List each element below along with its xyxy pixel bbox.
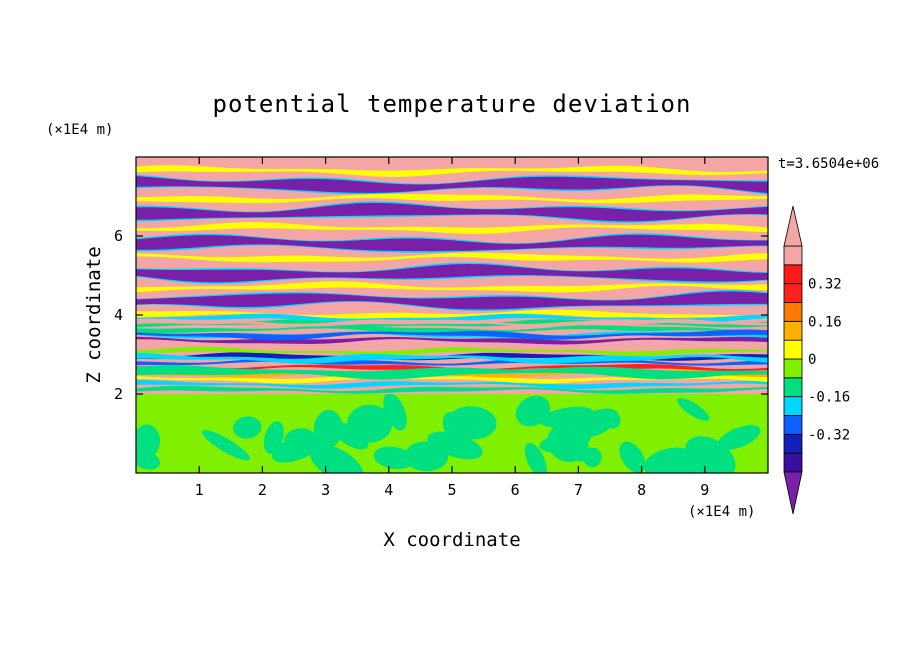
x-tick-label: 2	[258, 481, 267, 499]
colorbar-segment	[783, 396, 803, 416]
chart-title: potential temperature deviation	[213, 90, 692, 118]
contour-band	[136, 176, 768, 194]
lower-layer-blob	[383, 392, 407, 431]
y-axis: 2 4 6	[114, 227, 768, 403]
colorbar: 0.32 0.16 0 -0.16 -0.32	[783, 205, 850, 515]
colorbar-segment	[783, 433, 803, 454]
colorbar-segment	[783, 358, 803, 379]
y-axis-label: Z coordinate	[83, 246, 105, 383]
lower-layer-blob	[272, 433, 324, 463]
colorbar-extend-bottom	[783, 471, 803, 515]
y-tick-label: 4	[114, 306, 123, 324]
contour-band	[136, 346, 768, 356]
x-tick-label: 8	[637, 481, 646, 499]
contour-band	[136, 341, 768, 351]
contour-band	[136, 281, 768, 293]
colorbar-segment	[783, 339, 803, 360]
time-label: t=3.6504e+06	[778, 156, 879, 172]
contour-band	[136, 313, 768, 323]
x-tick-label: 9	[700, 481, 709, 499]
colorbar-label: -0.16	[808, 390, 850, 406]
colorbar-segment	[783, 415, 803, 435]
contour-band	[136, 352, 768, 364]
lower-layer-blob	[201, 430, 251, 461]
y-tick-label: 6	[114, 227, 123, 245]
lower-layer-blob	[524, 442, 547, 473]
contour-band	[136, 193, 768, 204]
colorbar-extend-top	[783, 205, 803, 247]
contour-band	[136, 319, 768, 328]
contour-band	[136, 318, 768, 327]
contour-band	[136, 325, 768, 334]
colorbar-segment	[783, 264, 803, 285]
contour-band	[136, 374, 768, 384]
y-unit-label: (×1E4 m)	[46, 122, 113, 138]
colorbar-segment	[783, 377, 803, 398]
contour-band	[136, 165, 768, 177]
colorbar-segment	[783, 320, 803, 341]
contour-band	[136, 329, 768, 341]
colorbar-segment	[783, 283, 803, 303]
colorbar-segment	[783, 452, 803, 473]
lower-layer-blob	[619, 441, 646, 473]
x-tick-label: 3	[321, 481, 330, 499]
colorbar-segment	[783, 245, 803, 266]
y-tick-label: 2	[114, 385, 123, 403]
x-unit-label: (×1E4 m)	[688, 504, 755, 520]
contour-band	[136, 365, 768, 380]
colorbar-label: -0.32	[808, 427, 850, 443]
contour-band	[136, 380, 768, 389]
lower-layer-blob	[717, 425, 761, 451]
contour-band	[136, 385, 768, 394]
plot-area	[136, 157, 768, 473]
lower-layer-blob	[373, 446, 414, 470]
contour-band	[136, 234, 768, 252]
contour-band	[136, 364, 768, 372]
contour-band	[136, 252, 768, 263]
lower-layer-blob	[573, 408, 619, 438]
x-tick-label: 1	[195, 481, 204, 499]
x-tick-label: 6	[511, 481, 520, 499]
lower-layer-blob	[136, 424, 161, 458]
contour-band	[136, 264, 768, 283]
colorbar-label: 0.16	[808, 314, 842, 330]
contour-band	[136, 336, 768, 345]
lower-layer-blob	[309, 444, 364, 473]
contour-band	[136, 222, 768, 234]
x-axis: 1 2 3 4 5 6 7 8 9	[195, 157, 709, 499]
colorbar-label: 0	[808, 352, 816, 368]
lower-layer-blob	[330, 421, 369, 450]
x-tick-label: 4	[384, 481, 393, 499]
contour-band	[136, 202, 768, 222]
colorbar-label: 0.32	[808, 277, 842, 293]
colorbar-segment	[783, 302, 803, 322]
lower-layer-blob	[644, 447, 703, 473]
x-tick-label: 7	[574, 481, 583, 499]
lower-layer-blob	[583, 447, 602, 468]
lower-layer-blob	[427, 431, 483, 460]
contour-band	[136, 291, 768, 310]
lower-layer-blob	[677, 398, 710, 421]
x-axis-label: X coordinate	[383, 529, 520, 551]
x-tick-label: 5	[447, 481, 456, 499]
lower-layer-blob	[233, 416, 262, 439]
